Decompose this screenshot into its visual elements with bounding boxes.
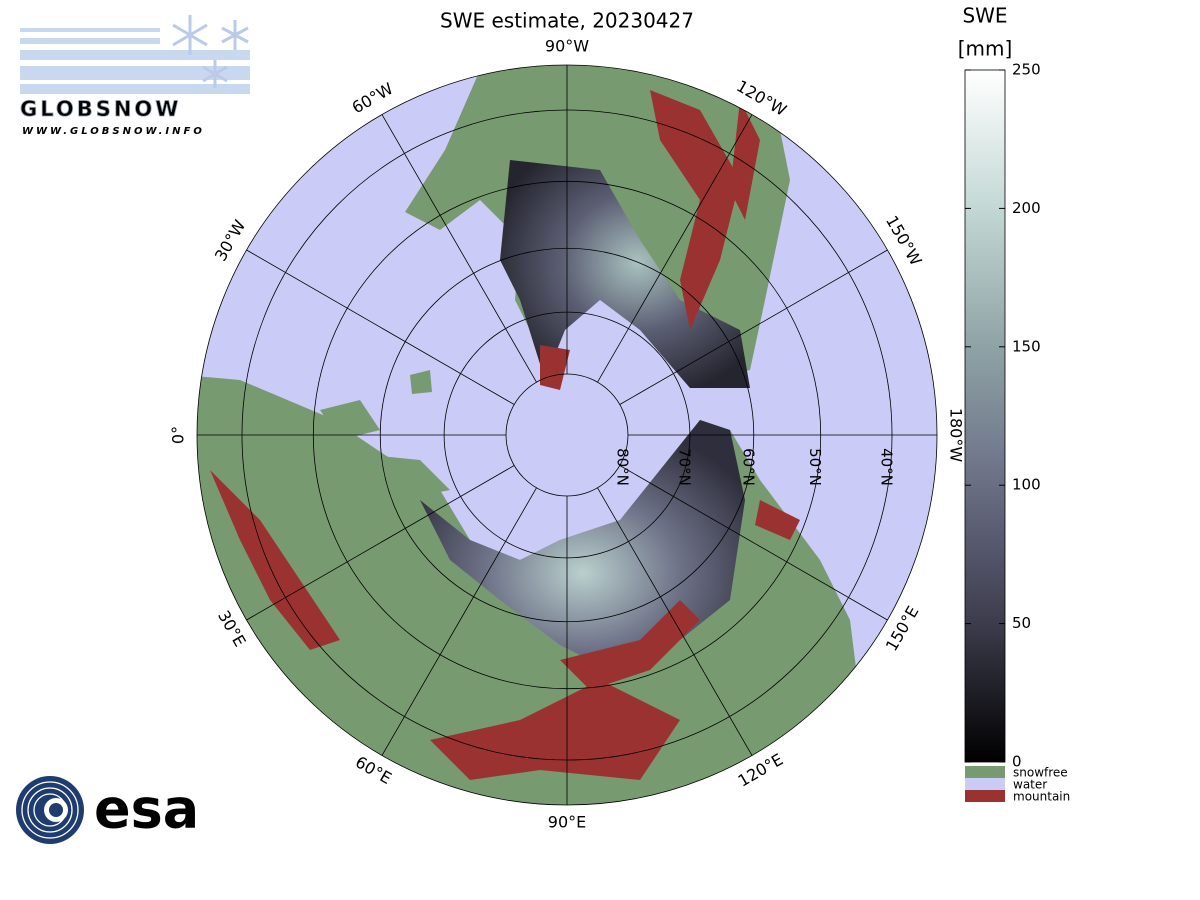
colorbar-tick-label: 200 (1012, 199, 1041, 217)
colorbar-tick-label: 0 (1012, 753, 1022, 771)
legend-swatch (965, 766, 1005, 778)
colorbar-ticks: 0 50 100 150 200 250 (965, 61, 1041, 771)
land-islands (320, 370, 450, 500)
map-border (196, 64, 938, 806)
meridian (597, 487, 753, 756)
globsnow-logo: GLOBSNOW WWW.GLOBSNOW.INFO (20, 15, 250, 137)
globsnow-text: GLOBSNOW (20, 97, 181, 121)
meridian (381, 114, 537, 383)
snow-eurasia (420, 420, 745, 675)
colorbar-unit: [mm] (958, 37, 1013, 61)
meridian (246, 249, 515, 405)
parallel-label: 80°N (613, 448, 631, 486)
graticule (197, 65, 937, 805)
legend-label: water (1013, 778, 1047, 792)
parallel-label: 60°N (739, 448, 757, 486)
parallel-label: 50°N (806, 448, 824, 486)
map-disk (197, 65, 937, 805)
colorbar-title: SWE (962, 4, 1007, 28)
esa-text: esa (94, 778, 199, 841)
meridian-label: 90°E (548, 813, 586, 832)
legend-swatch (965, 778, 1005, 790)
globsnow-url: WWW.GLOBSNOW.INFO (22, 126, 205, 137)
colorbar-tick-label: 50 (1012, 614, 1031, 632)
meridian (619, 465, 888, 621)
meridian (381, 487, 537, 756)
legend-swatch (965, 790, 1005, 802)
meridian (619, 249, 888, 405)
colorbar (964, 69, 1006, 763)
meridian-label: 90°W (545, 37, 589, 56)
esa-logo: esa (16, 776, 199, 844)
mountain (210, 90, 800, 780)
map-title: SWE estimate, 20230427 (440, 9, 694, 33)
snow-north-america (500, 160, 750, 388)
parallel-label: 70°N (675, 448, 693, 486)
meridian (246, 465, 515, 621)
legend-label: mountain (1013, 790, 1070, 804)
legend-label: snowfree (1013, 766, 1068, 780)
colorbar-tick-label: 100 (1012, 476, 1041, 494)
meridian-label: 180°W (947, 408, 966, 463)
colorbar-tick-label: 150 (1012, 337, 1041, 355)
colorbar-tick-label: 250 (1012, 61, 1041, 79)
meridian (597, 114, 753, 383)
meridian-label: 0° (169, 426, 188, 444)
parallel-label: 40°N (878, 448, 896, 486)
